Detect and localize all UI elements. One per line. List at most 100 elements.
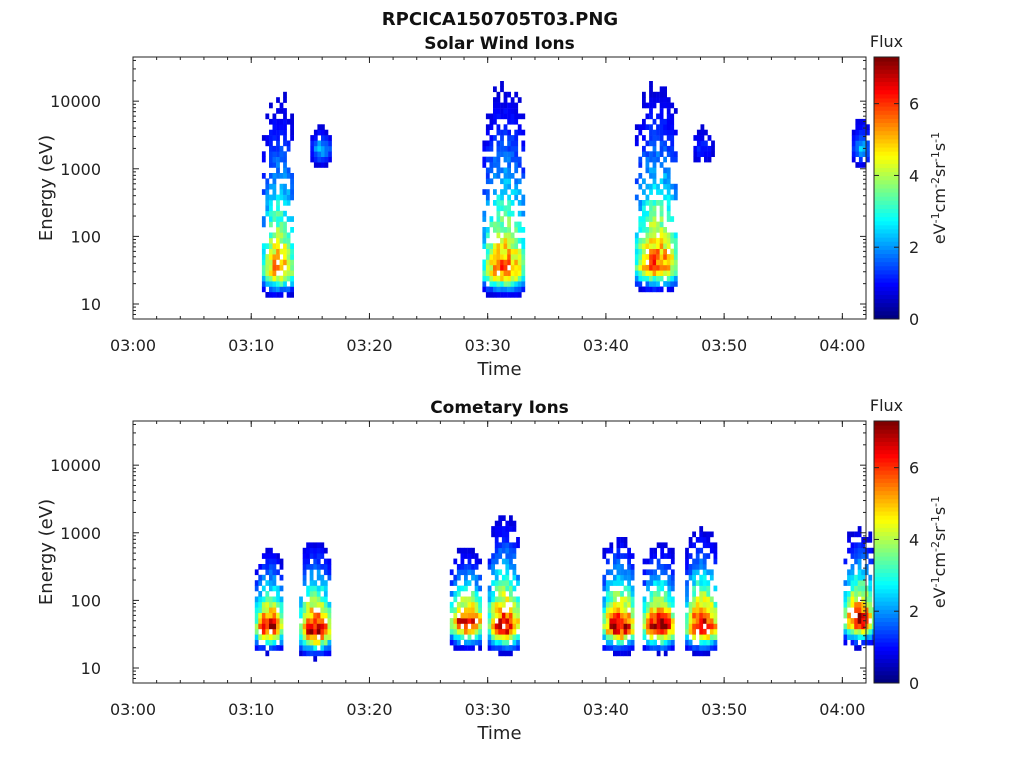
flux-cell (616, 574, 621, 581)
flux-cell (283, 259, 287, 266)
flux-cell (514, 194, 519, 201)
flux-cell (286, 243, 291, 249)
flux-cell (283, 286, 287, 293)
figure-filename: RPCICA150705T03.PNG (382, 9, 618, 30)
flux-cell (464, 580, 468, 586)
colorbar-step (874, 461, 899, 467)
flux-cell (850, 591, 855, 597)
flux-cell (485, 232, 490, 239)
flux-cell (702, 537, 707, 543)
flux-cell (279, 618, 284, 624)
colorbar-tick-label: 4 (909, 166, 919, 185)
flux-cell (510, 210, 515, 217)
flux-cell (494, 574, 499, 581)
colorbar-step (874, 482, 899, 487)
flux-cell (864, 612, 869, 619)
flux-cell (503, 259, 508, 266)
flux-cell (276, 216, 280, 222)
flux-cell (500, 259, 504, 266)
flux-cell (855, 124, 860, 130)
flux-cell (699, 607, 704, 613)
flux-cell (861, 542, 866, 549)
flux-cell (276, 151, 280, 157)
flux-cell (500, 151, 504, 157)
x-tick-label: 03:10 (228, 336, 274, 355)
flux-cell (521, 259, 526, 266)
flux-cell (642, 227, 646, 233)
flux-cell (290, 248, 294, 255)
flux-cell (699, 623, 704, 630)
flux-cell (496, 145, 501, 152)
flux-cell (602, 612, 607, 619)
flux-cell (649, 189, 653, 195)
flux-cell (855, 145, 860, 152)
flux-cell (493, 259, 497, 266)
flux-cell (616, 634, 621, 640)
flux-cell (478, 601, 482, 608)
flux-cell (487, 639, 492, 646)
flux-cell (328, 145, 332, 152)
flux-cell (670, 569, 675, 576)
flux-cell (269, 281, 273, 287)
flux-cell (283, 129, 287, 136)
flux-cell (609, 591, 614, 597)
flux-cell (309, 547, 314, 554)
flux-cell (269, 118, 273, 125)
flux-cell (283, 140, 287, 147)
flux-cell (489, 281, 494, 287)
flux-cell (652, 286, 657, 293)
flux-cell (456, 639, 461, 646)
flux-cell (279, 118, 284, 125)
flux-cell (843, 591, 848, 597)
flux-cell (706, 580, 711, 586)
flux-cell (503, 91, 508, 98)
flux-cell (283, 108, 287, 114)
flux-cell (269, 216, 273, 222)
flux-cell (649, 596, 654, 603)
flux-cell (699, 537, 704, 543)
flux-cell (858, 151, 863, 157)
flux-cell (290, 124, 294, 130)
flux-cell (627, 558, 631, 565)
flux-cell (496, 248, 501, 255)
flux-cell (279, 639, 284, 646)
colorbar-step (874, 617, 899, 623)
flux-cell (290, 113, 294, 120)
flux-cell (653, 591, 657, 597)
flux-cell (485, 227, 490, 233)
flux-cell (512, 564, 517, 570)
flux-cell (474, 553, 479, 559)
flux-cell (627, 628, 631, 635)
flux-cell (478, 618, 482, 624)
flux-cell (616, 639, 621, 646)
flux-cell (306, 558, 310, 565)
flux-cell (514, 243, 519, 249)
flux-cell (656, 612, 661, 619)
flux-cell (324, 135, 329, 141)
flux-cell (261, 173, 266, 179)
flux-cell (460, 558, 465, 565)
flux-cell (652, 178, 657, 185)
flux-cell (510, 135, 515, 141)
colorbar-step (874, 151, 899, 156)
flux-cell (503, 227, 508, 233)
flux-cell (692, 650, 696, 657)
flux-cell (652, 243, 657, 249)
flux-cell (265, 628, 270, 635)
flux-cell (323, 596, 328, 603)
flux-cell (471, 564, 475, 570)
flux-cell (320, 650, 325, 657)
flux-cell (290, 264, 294, 271)
flux-cell (269, 243, 273, 249)
flux-cell (692, 607, 696, 613)
colorbar-step (874, 142, 899, 148)
flux-cell (602, 628, 607, 635)
flux-cell (656, 628, 661, 635)
flux-cell (485, 264, 490, 271)
flux-cell (489, 275, 494, 282)
flux-cell (660, 634, 665, 640)
flux-cell (847, 612, 851, 619)
flux-cell (706, 623, 711, 630)
flux-cell (521, 248, 526, 255)
